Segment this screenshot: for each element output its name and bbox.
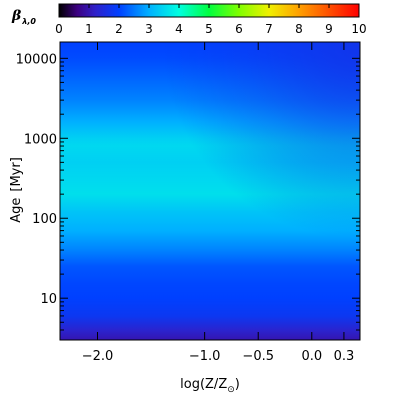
x-tick-label: −0.5 [242,349,274,364]
heatmap-metal-rich-old-region [60,42,360,340]
heatmap [59,41,361,341]
colorbar-tick-label: 10 [351,22,366,36]
colorbar-tick-label: 9 [325,22,333,36]
x-axis-label: log(Z/Z⊙) [180,377,240,395]
colorbar-tick-label: 2 [115,22,123,36]
x-tick-label: −1.0 [189,349,221,364]
x-tick-label: −2.0 [82,349,114,364]
colorbar-tick-label: 3 [145,22,153,36]
colorbar-label: βλ,0 [11,8,36,26]
y-axis: 10 100 1000 10000 [16,52,360,341]
x-tick-label: 0.0 [301,349,322,364]
colorbar-ticks: 0 1 2 3 4 5 6 7 8 9 10 [55,4,367,36]
y-tick-label: 10 [40,292,57,307]
y-tick-label: 1000 [24,132,57,147]
colorbar: βλ,0 0 1 2 3 4 5 6 7 8 9 10 [11,3,367,36]
x-axis-label-subscript: ⊙ [227,385,235,395]
colorbar-tick-label: 8 [295,22,303,36]
x-axis: −2.0 −1.0 −0.5 0.0 0.3 [82,42,355,364]
colorbar-tick-label: 7 [265,22,273,36]
colorbar-tick-label: 5 [205,22,213,36]
plot-frame [59,41,361,341]
colorbar-tick-label: 1 [85,22,93,36]
colorbar-tick-label: 6 [235,22,243,36]
colorbar-label-subscript: λ,0 [21,17,36,26]
colorbar-tick-label: 0 [55,22,63,36]
y-tick-label: 10000 [16,52,57,67]
colorbar-tick-label: 4 [175,22,183,36]
y-tick-label: 100 [32,212,57,227]
y-axis-label: Age[Myr] [9,157,24,223]
x-tick-label: 0.3 [334,349,355,364]
